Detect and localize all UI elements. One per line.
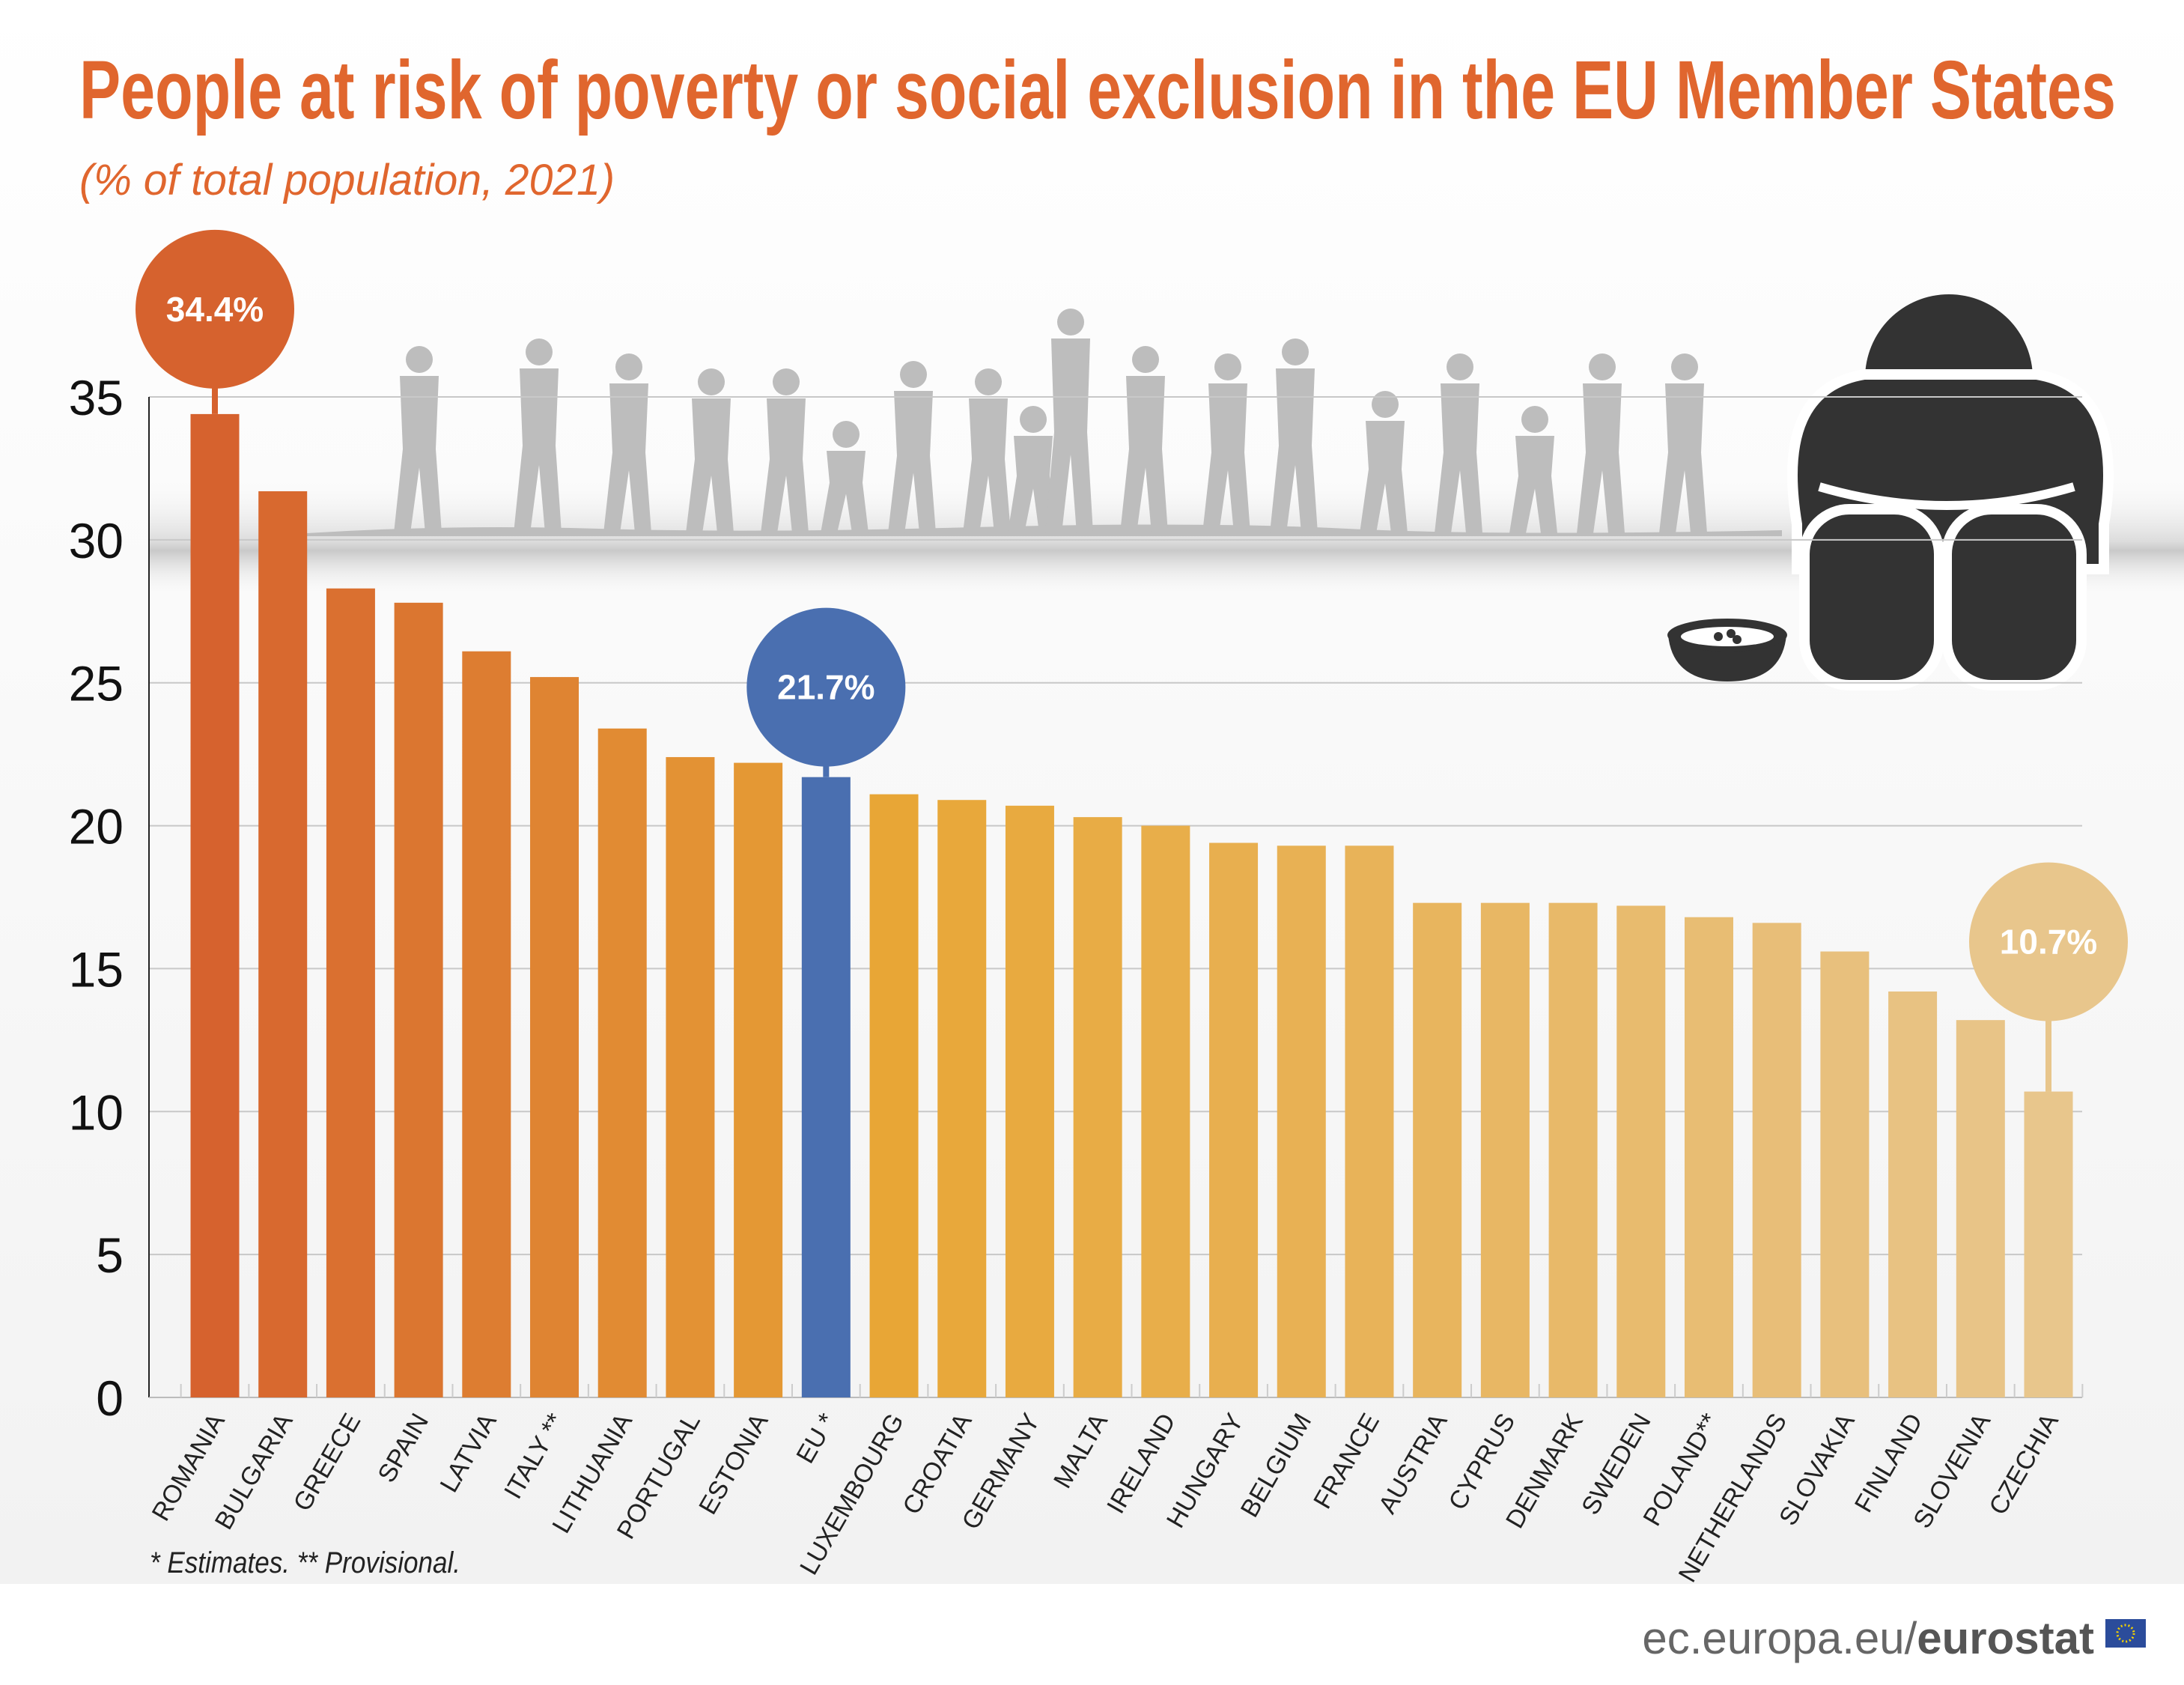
y-tick-label: 15 (69, 941, 124, 997)
bar-austria (1413, 902, 1462, 1397)
bar-lithuania (597, 728, 647, 1397)
y-tick-label: 0 (96, 1370, 124, 1426)
bar-croatia (937, 800, 987, 1397)
footer-background (0, 1584, 2184, 1685)
chart-subtitle: (% of total population, 2021) (79, 156, 615, 204)
bar-netherlands (1752, 923, 1801, 1397)
people-silhouettes-illustration (307, 309, 1782, 536)
y-axis-ticks: 0 5 10 15 20 25 30 35 (69, 370, 124, 1426)
bar-denmark (1548, 902, 1598, 1397)
bar-slovenia (1956, 1020, 2005, 1397)
bar-estonia (734, 762, 783, 1397)
footnote: * Estimates. ** Provisional. (150, 1546, 460, 1579)
sad-person-icon (1787, 294, 2114, 690)
callout-romania: 34.4% (136, 229, 294, 414)
bar-slovakia (1820, 951, 1870, 1397)
y-tick-label: 25 (69, 656, 124, 711)
y-tick-label: 35 (69, 370, 124, 425)
y-tick-label: 20 (69, 799, 124, 854)
y-tick-label: 30 (69, 513, 124, 568)
callout-label: 10.7% (2000, 923, 2097, 962)
y-tick-label: 5 (96, 1227, 124, 1283)
callout-czechia: 10.7% (1969, 862, 2128, 1092)
bar-italy (530, 677, 580, 1397)
bar-eu (801, 777, 851, 1397)
eu-flag-icon (2105, 1619, 2146, 1648)
callouts: 34.4% 21.7% 10.7% (136, 229, 2128, 1092)
bar-belgium (1277, 845, 1326, 1397)
bar-france (1345, 845, 1394, 1397)
bar-germany (1005, 805, 1054, 1397)
bar-bulgaria (258, 491, 308, 1397)
bar-ireland (1141, 825, 1190, 1397)
bar-spain (394, 602, 443, 1398)
begging-bowl-icon (1667, 619, 1787, 681)
bar-portugal (666, 756, 715, 1397)
bar-cyprus (1480, 902, 1530, 1397)
bar-hungary (1209, 842, 1259, 1397)
bar-latvia (462, 651, 511, 1397)
source-domain: ec.europa.eu/ (1642, 1613, 1917, 1663)
callout-label: 34.4% (166, 290, 264, 329)
bar-malta (1073, 817, 1122, 1397)
bar-czechia (2024, 1091, 2073, 1397)
source-brand: eurostat (1917, 1613, 2094, 1663)
bar-luxembourg (869, 794, 919, 1397)
bar-sweden (1616, 905, 1666, 1397)
bar-greece (326, 588, 375, 1398)
bar-romania (190, 413, 240, 1397)
y-tick-label: 10 (69, 1084, 124, 1140)
bar-finland (1888, 991, 1938, 1397)
callout-label: 21.7% (777, 668, 874, 707)
callout-eu: 21.7% (746, 607, 906, 777)
bar-poland (1684, 917, 1733, 1397)
source-link[interactable]: ec.europa.eu/eurostat (1642, 1613, 2094, 1663)
bars (190, 413, 2073, 1398)
chart-title: People at risk of poverty or social excl… (79, 44, 2116, 136)
